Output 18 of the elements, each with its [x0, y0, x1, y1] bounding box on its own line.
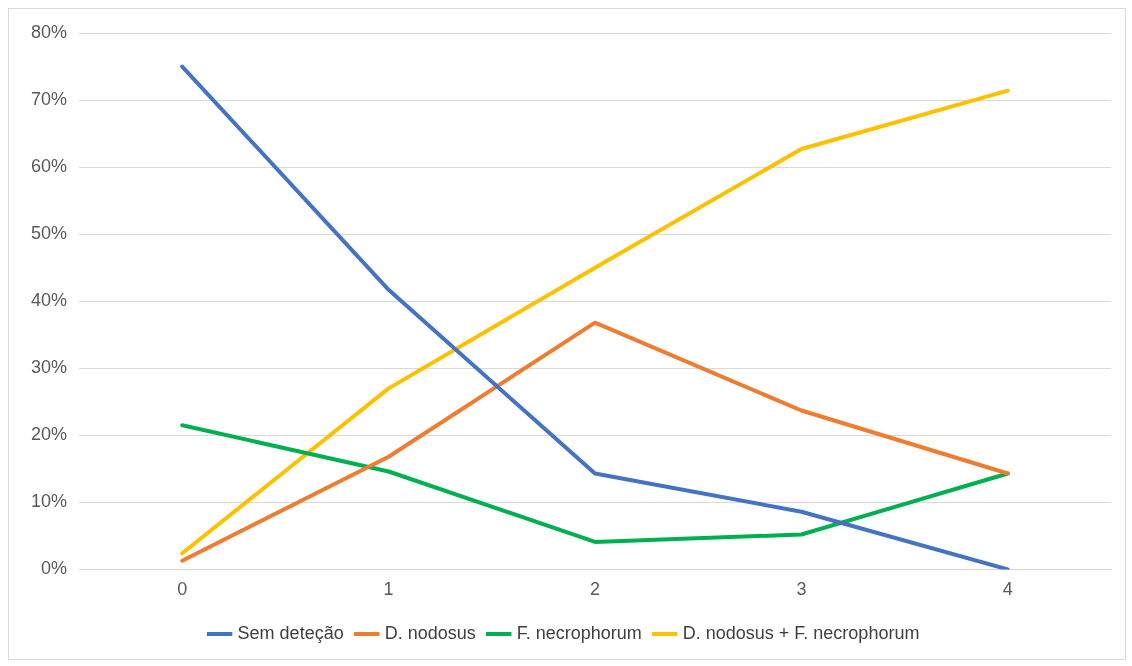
legend-label: F. necrophorum: [516, 622, 642, 643]
legend-label: Sem deteção: [237, 622, 344, 643]
y-tick-label: 10%: [31, 491, 68, 512]
x-tick-label: 2: [590, 579, 601, 600]
y-tick-label: 70%: [31, 89, 68, 110]
x-tick-label: 0: [177, 579, 188, 600]
y-tick-label: 60%: [31, 156, 68, 177]
x-tick-label: 4: [1002, 579, 1013, 600]
y-tick-label: 50%: [31, 223, 68, 244]
y-tick-label: 0%: [41, 558, 68, 579]
y-tick-label: 40%: [31, 290, 68, 311]
x-tick-label: 1: [383, 579, 394, 600]
x-tick-label: 3: [796, 579, 807, 600]
legend-label: D. nodosus + F. necrophorum: [682, 622, 920, 643]
y-tick-label: 20%: [31, 424, 68, 445]
legend-label: D. nodosus: [384, 622, 476, 643]
y-tick-label: 80%: [31, 21, 68, 42]
y-tick-label: 30%: [31, 357, 68, 378]
